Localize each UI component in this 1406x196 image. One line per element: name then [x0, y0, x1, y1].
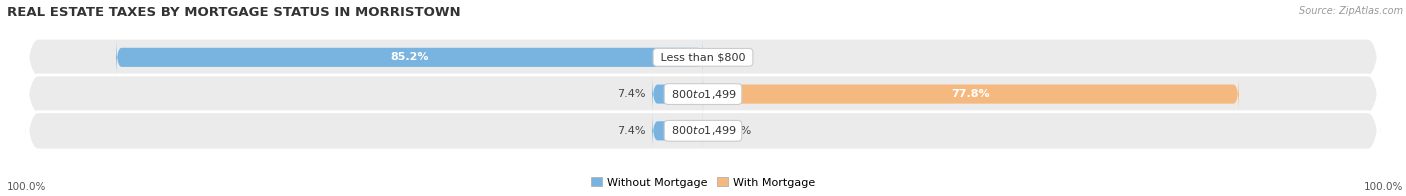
Text: 100.0%: 100.0% — [1364, 182, 1403, 192]
FancyBboxPatch shape — [24, 3, 1382, 112]
FancyBboxPatch shape — [24, 76, 1382, 185]
FancyBboxPatch shape — [24, 40, 1382, 149]
Text: 85.2%: 85.2% — [391, 52, 429, 62]
Text: $800 to $1,499: $800 to $1,499 — [668, 124, 738, 137]
FancyBboxPatch shape — [703, 74, 1239, 114]
Text: Source: ZipAtlas.com: Source: ZipAtlas.com — [1299, 6, 1403, 16]
FancyBboxPatch shape — [652, 74, 703, 114]
Text: 100.0%: 100.0% — [7, 182, 46, 192]
Text: 77.8%: 77.8% — [952, 89, 990, 99]
Text: 7.4%: 7.4% — [617, 89, 645, 99]
Text: 0.0%: 0.0% — [724, 126, 752, 136]
FancyBboxPatch shape — [652, 111, 703, 151]
FancyBboxPatch shape — [117, 37, 703, 77]
Text: Less than $800: Less than $800 — [657, 52, 749, 62]
Legend: Without Mortgage, With Mortgage: Without Mortgage, With Mortgage — [586, 173, 820, 192]
Text: 0.0%: 0.0% — [724, 52, 752, 62]
Text: $800 to $1,499: $800 to $1,499 — [668, 88, 738, 101]
Text: REAL ESTATE TAXES BY MORTGAGE STATUS IN MORRISTOWN: REAL ESTATE TAXES BY MORTGAGE STATUS IN … — [7, 6, 461, 19]
Text: 7.4%: 7.4% — [617, 126, 645, 136]
